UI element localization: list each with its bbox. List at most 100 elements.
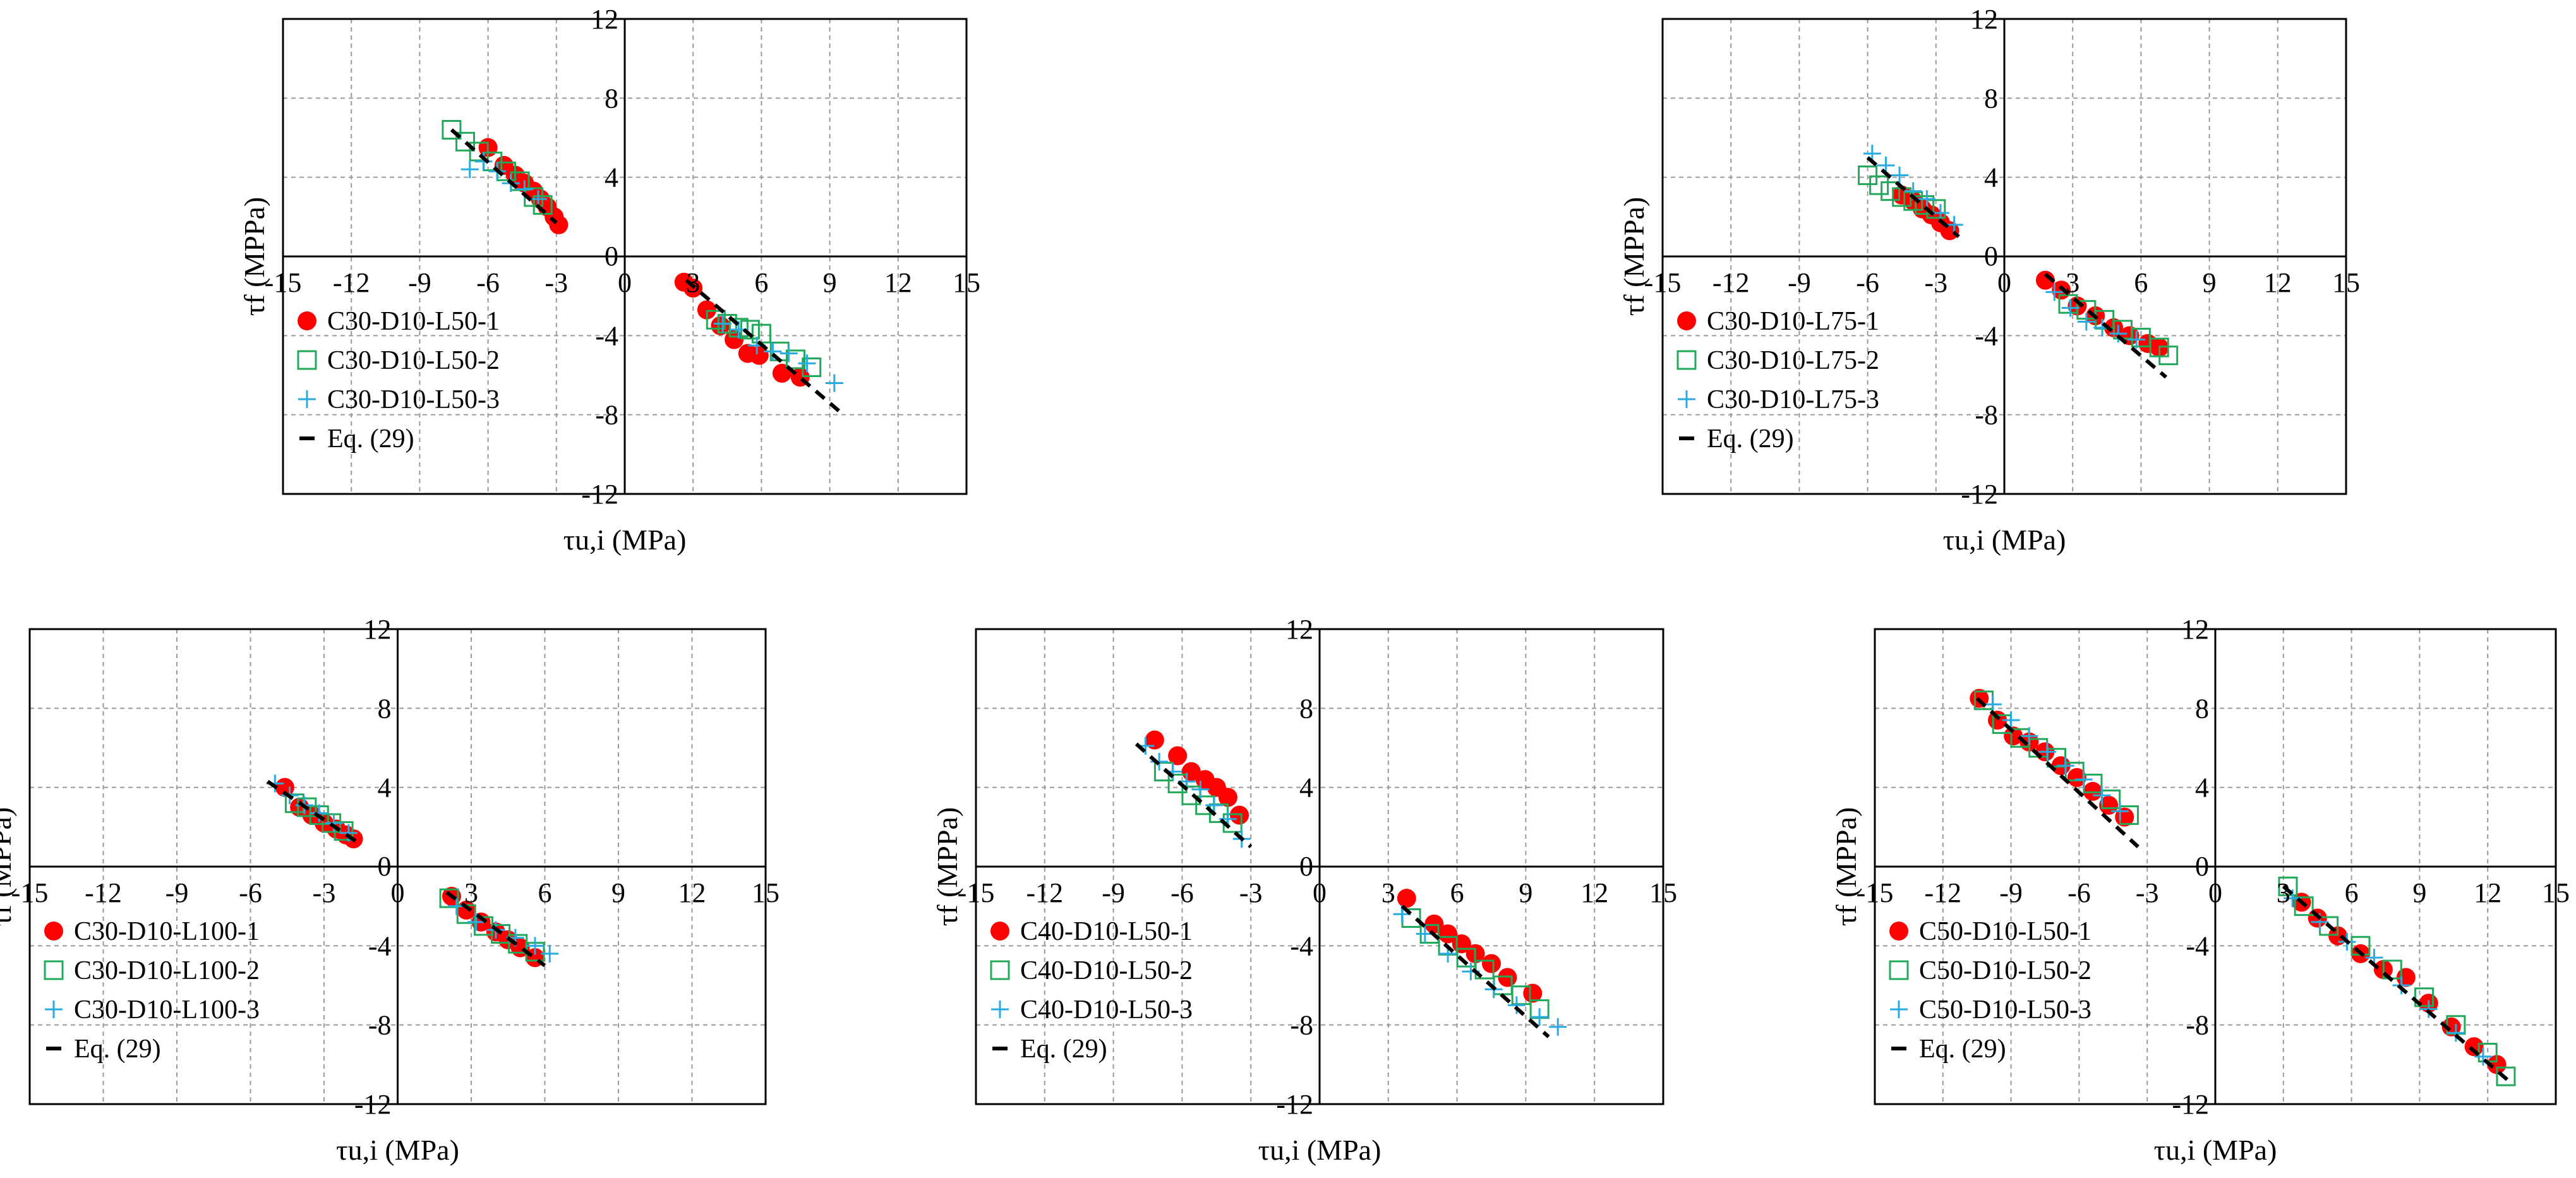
data-point bbox=[339, 824, 358, 842]
y-tick-label: -4 bbox=[1290, 930, 1313, 961]
x-tick-label: -15 bbox=[1857, 877, 1894, 908]
x-tick-label: 15 bbox=[953, 267, 980, 298]
data-point bbox=[533, 195, 553, 215]
x-tick-label: -15 bbox=[1644, 267, 1682, 298]
legend-swatch bbox=[45, 1001, 63, 1018]
x-tick-label: 12 bbox=[2264, 267, 2292, 298]
data-point bbox=[2414, 987, 2435, 1007]
x-tick-label: 12 bbox=[1580, 877, 1608, 908]
x-tick-label: -9 bbox=[408, 267, 431, 298]
x-tick-label: -12 bbox=[1924, 877, 1961, 908]
x-tick-label: 6 bbox=[1450, 877, 1464, 908]
data-point bbox=[2111, 802, 2129, 820]
data-point bbox=[1511, 985, 1531, 1006]
legend-label: C40-D10-L50-2 bbox=[1020, 956, 1193, 985]
legend-label: C50-D10-L50-1 bbox=[1919, 917, 2091, 946]
y-tick-label: 12 bbox=[1970, 4, 1998, 35]
x-tick-label: 6 bbox=[538, 877, 552, 908]
x-tick-label: 0 bbox=[1313, 877, 1327, 908]
data-point bbox=[1915, 195, 1935, 215]
x-tick-label: 9 bbox=[1519, 877, 1532, 908]
y-tick-label: 12 bbox=[1285, 614, 1313, 645]
data-point bbox=[749, 346, 769, 365]
fit-line-segment bbox=[685, 279, 845, 416]
legend-swatch bbox=[991, 1001, 1009, 1018]
data-point bbox=[2077, 313, 2095, 331]
x-tick-label: -12 bbox=[85, 877, 122, 908]
y-tick-label: 0 bbox=[1299, 851, 1313, 882]
x-tick-label: 0 bbox=[2208, 877, 2222, 908]
legend-label: C30-D10-L100-3 bbox=[74, 995, 260, 1025]
y-tick-label: 4 bbox=[2195, 772, 2209, 803]
legend-swatch bbox=[1890, 1001, 1908, 1018]
y-tick-label: -4 bbox=[2186, 930, 2209, 961]
x-tick-label: -3 bbox=[545, 267, 568, 298]
legend-label: C50-D10-L50-2 bbox=[1919, 956, 2091, 985]
legend-swatch bbox=[1889, 922, 1908, 941]
data-point bbox=[1397, 889, 1416, 908]
data-point bbox=[2074, 771, 2093, 789]
y-axis-label: τf (MPPa) bbox=[1830, 807, 1862, 926]
x-tick-label: 15 bbox=[2332, 267, 2360, 298]
y-tick-label: 8 bbox=[1984, 83, 1998, 114]
y-tick-label: 8 bbox=[378, 693, 392, 724]
x-tick-label: -12 bbox=[1026, 877, 1063, 908]
x-tick-label: -15 bbox=[958, 877, 995, 908]
data-point bbox=[825, 374, 843, 392]
x-tick-label: 0 bbox=[618, 267, 632, 298]
data-point bbox=[2278, 876, 2298, 896]
data-point bbox=[1858, 165, 1878, 186]
x-axis-label: τu,i (MPa) bbox=[336, 1134, 459, 1166]
y-tick-label: 4 bbox=[1984, 162, 1998, 193]
x-tick-label: 15 bbox=[752, 877, 779, 908]
x-tick-label: 15 bbox=[2542, 877, 2570, 908]
data-point bbox=[1145, 730, 1164, 750]
x-tick-label: 6 bbox=[2345, 877, 2359, 908]
legend-label: C30-D10-L75-3 bbox=[1707, 385, 1879, 414]
x-tick-label: -6 bbox=[1856, 267, 1879, 298]
data-point bbox=[310, 804, 328, 822]
data-point bbox=[779, 344, 798, 363]
data-point bbox=[2002, 711, 2020, 730]
data-point bbox=[1150, 752, 1169, 771]
x-tick-label: 9 bbox=[2203, 267, 2217, 298]
x-tick-label: -6 bbox=[476, 267, 500, 298]
data-point bbox=[467, 913, 485, 931]
legend-label: C40-D10-L50-3 bbox=[1020, 995, 1193, 1025]
legend-swatch bbox=[990, 960, 1010, 980]
y-tick-label: 8 bbox=[605, 83, 618, 114]
data-point bbox=[1205, 796, 1224, 814]
data-point bbox=[2158, 346, 2179, 366]
x-tick-label: 6 bbox=[754, 267, 768, 298]
x-tick-label: -9 bbox=[1102, 877, 1125, 908]
x-tick-label: -6 bbox=[2067, 877, 2091, 908]
y-tick-label: -12 bbox=[354, 1089, 392, 1120]
data-point bbox=[2474, 1047, 2493, 1066]
legend-label: C50-D10-L50-3 bbox=[1919, 995, 2091, 1025]
x-tick-label: 9 bbox=[2412, 877, 2426, 908]
legend-label: Eq. (29) bbox=[327, 424, 414, 454]
x-tick-label: -9 bbox=[1788, 267, 1811, 298]
data-point bbox=[469, 141, 489, 162]
legend-label: C30-D10-L50-1 bbox=[327, 307, 500, 336]
data-point bbox=[1482, 954, 1501, 973]
data-point bbox=[706, 310, 726, 330]
legend-label: C30-D10-L100-1 bbox=[74, 917, 260, 946]
y-tick-label: 4 bbox=[1299, 772, 1313, 803]
y-tick-label: 8 bbox=[1299, 693, 1313, 724]
y-tick-label: -4 bbox=[368, 930, 392, 961]
data-point bbox=[802, 357, 822, 377]
data-point bbox=[491, 924, 511, 944]
data-point bbox=[1918, 190, 1936, 208]
y-axis-label: τf (MPPa) bbox=[0, 807, 17, 926]
legend-label: C30-D10-L75-2 bbox=[1707, 346, 1879, 375]
data-point bbox=[442, 119, 462, 140]
data-point bbox=[2067, 768, 2086, 787]
data-point bbox=[2392, 977, 2410, 994]
y-tick-label: -12 bbox=[2172, 1089, 2209, 1120]
legend-swatch bbox=[990, 922, 1009, 941]
legend-label: Eq. (29) bbox=[74, 1035, 161, 1064]
legend-swatch bbox=[1889, 960, 1909, 980]
